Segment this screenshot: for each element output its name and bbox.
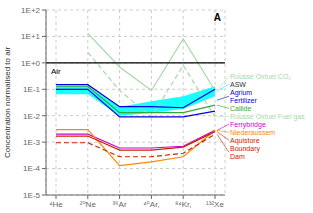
- svg-text:Callide: Callide: [230, 105, 252, 112]
- svg-text:⁴⁰Ar,: ⁴⁰Ar,: [143, 200, 159, 209]
- svg-text:Aquistore: Aquistore: [230, 137, 260, 145]
- svg-text:⁸⁴Kr,: ⁸⁴Kr,: [175, 200, 192, 209]
- svg-text:Concentration normalised to ai: Concentration normalised to air: [8, 47, 12, 159]
- svg-text:AgriumFertilizer: AgriumFertilizer: [230, 89, 258, 104]
- svg-text:Ferrybridge: Ferrybridge: [230, 121, 266, 129]
- svg-text:¹³²Xe: ¹³²Xe: [206, 200, 224, 209]
- svg-text:BoundaryDam: BoundaryDam: [230, 145, 260, 160]
- svg-text:Niederaussem: Niederaussem: [230, 129, 275, 136]
- svg-text:1E+2: 1E+2: [21, 6, 40, 15]
- svg-text:A: A: [214, 12, 221, 23]
- svg-text:⁴He: ⁴He: [49, 200, 63, 209]
- svg-text:²⁰Ne: ²⁰Ne: [80, 200, 97, 209]
- svg-text:1E+1: 1E+1: [21, 32, 40, 41]
- svg-text:1E-5: 1E-5: [23, 191, 40, 200]
- svg-text:1E-3: 1E-3: [23, 138, 40, 147]
- svg-text:Rousse Oxfuel Fuel gas: Rousse Oxfuel Fuel gas: [230, 113, 305, 121]
- svg-text:Air: Air: [51, 67, 61, 76]
- svg-text:³⁶Ar: ³⁶Ar: [113, 200, 127, 209]
- svg-text:1E-4: 1E-4: [23, 164, 40, 173]
- svg-text:Rousse Oxfuel CO₂: Rousse Oxfuel CO₂: [230, 73, 291, 80]
- svg-text:1E+0: 1E+0: [21, 59, 40, 68]
- svg-text:1E-2: 1E-2: [23, 112, 40, 121]
- svg-text:ASW: ASW: [230, 81, 246, 88]
- svg-text:1E-1: 1E-1: [23, 85, 40, 94]
